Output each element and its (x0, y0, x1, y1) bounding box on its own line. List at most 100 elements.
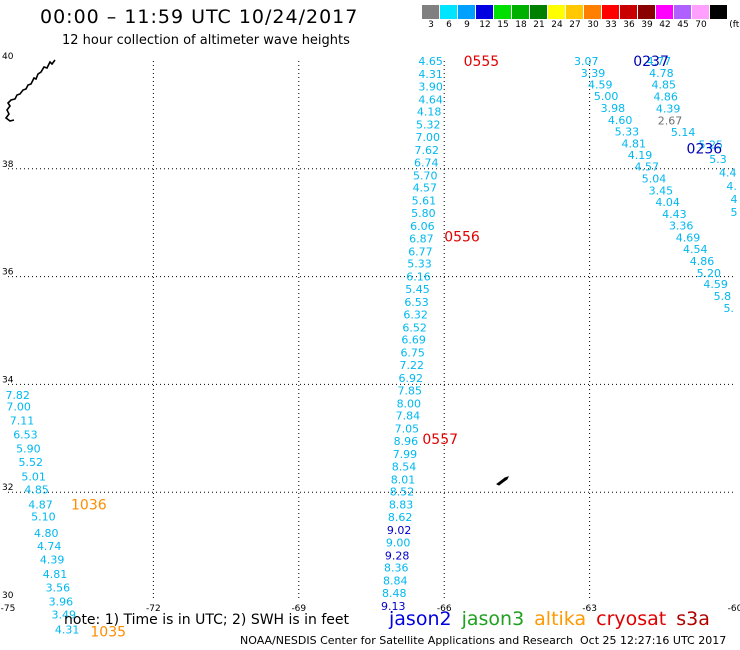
wave-height-label: 5.01 (21, 471, 46, 484)
wave-height-label: 4. (726, 180, 737, 193)
legend-swatch (494, 5, 511, 19)
legend-label: 12 (479, 20, 491, 30)
wave-height-label: 4.65 (418, 55, 443, 68)
wave-height-label: 4.59 (588, 79, 613, 92)
legend-label: 6 (446, 20, 452, 30)
wave-height-label: 4.64 (418, 93, 443, 106)
credit-line: NOAA/NESDIS Center for Satellite Applica… (240, 634, 574, 647)
wave-height-label: 4.85 (652, 79, 677, 92)
wave-height-label: 8.83 (389, 499, 414, 512)
wave-height-label: 6.06 (410, 220, 435, 233)
wave-height-label: 8.00 (397, 397, 422, 410)
wave-height-label: 7.22 (399, 359, 424, 372)
legend-label: 70 (695, 20, 707, 30)
lat-tick-label: 38 (2, 160, 14, 170)
legend-label: 27 (569, 20, 581, 30)
wave-height-label: 4.81 (43, 568, 68, 581)
satellite-jason2: jason2 (389, 608, 452, 630)
legend-swatch (566, 5, 583, 19)
wave-height-label: 4.78 (649, 67, 674, 80)
legend-label: 36 (623, 20, 635, 30)
wave-height-label: 6.75 (400, 347, 425, 360)
wave-height-label: 2.67 (658, 114, 683, 127)
wave-height-label: 3.98 (601, 102, 626, 115)
pass-time-label: 0236 (687, 141, 723, 157)
wave-height-label: 7.00 (415, 131, 440, 144)
wave-height-label: 9.02 (387, 524, 412, 537)
wave-height-label: 7.00 (6, 400, 31, 413)
wave-height-label: 4.19 (628, 149, 653, 162)
legend-swatch (512, 5, 529, 19)
wave-height-label: 4.86 (690, 255, 715, 268)
legend-swatch (530, 5, 547, 19)
legend-swatch (638, 5, 655, 19)
wave-height-label: 4.57 (413, 182, 438, 195)
wave-height-label: 5.90 (16, 443, 41, 456)
axis-tick-labels: -75 -72 -69 -66 -63 -60 30 32 34 36 38 40 (1, 52, 740, 614)
wave-height-label: 5.33 (615, 126, 640, 139)
wave-height-label: 8.84 (383, 575, 408, 588)
wave-height-label: 3.07 (574, 55, 599, 68)
wave-height-label: 8.52 (390, 486, 415, 499)
wave-height-label: 5.25 (699, 139, 724, 152)
wave-height-label: 3.56 (46, 582, 71, 595)
wave-height-label: 5.70 (413, 169, 438, 182)
lat-tick-label: 40 (2, 52, 14, 62)
wave-height-label: 5.3 (709, 153, 727, 166)
wave-height-label: 8.36 (384, 562, 409, 575)
lon-tick-label: -66 (437, 604, 452, 614)
legend-swatch (476, 5, 493, 19)
legend-label: 39 (641, 20, 653, 30)
lon-tick-label: -63 (582, 604, 597, 614)
wave-height-label: 4.31 (55, 624, 80, 637)
wave-height-label: 9.00 (386, 536, 411, 549)
satellite-altika: altika (534, 608, 587, 630)
wave-height-label: 4.57 (635, 161, 660, 174)
wave-height-label: 4.18 (417, 106, 442, 119)
wave-height-label: 5.14 (671, 126, 696, 139)
legend-label: 15 (497, 20, 509, 30)
wave-height-label: 7.11 (10, 415, 35, 428)
wave-height-label: 4.39 (656, 102, 681, 115)
wave-height-label: 6.69 (401, 334, 426, 347)
wave-height-label: 4.39 (40, 554, 65, 567)
wave-height-label: 3.96 (49, 596, 74, 609)
wave-height-label: 5.04 (642, 173, 667, 186)
legend-swatch (692, 5, 709, 19)
wave-height-label: 4.69 (676, 231, 701, 244)
wave-height-label: 5.00 (594, 90, 619, 103)
wave-height-label: 9.28 (385, 549, 410, 562)
legend-label: 18 (515, 20, 527, 30)
wave-height-label: 4.31 (418, 68, 443, 81)
pass-time-label: 1035 (90, 624, 126, 640)
wave-height-label: 6.77 (408, 245, 433, 258)
pass-time-label: 0557 (422, 432, 458, 448)
wave-height-label: 6.53 (404, 296, 429, 309)
satellite-jason3: jason3 (461, 608, 525, 630)
wave-height-label: 4.81 (621, 137, 646, 150)
coastline-north (4, 59, 56, 122)
pass-time-label: 1036 (71, 498, 107, 514)
satellite-s3a: s3a (676, 608, 710, 630)
wave-height-label: 7.84 (396, 410, 421, 423)
legend-label: 24 (551, 20, 563, 30)
wave-height-label: 8.48 (382, 587, 407, 600)
legend-unit: (ft) (729, 20, 740, 30)
legend-swatch (458, 5, 475, 19)
legend-swatch (440, 5, 457, 19)
wave-height-label: 8.54 (392, 460, 417, 473)
wave-height-label: 4.87 (28, 499, 53, 512)
pass-time-label: 0555 (464, 54, 500, 70)
legend-label: 45 (677, 20, 689, 30)
island-bermuda (496, 476, 509, 486)
wave-height-label: 3.36 (669, 219, 694, 232)
legend-swatch (602, 5, 619, 19)
wave-height-label: 6.87 (409, 232, 434, 245)
legend-swatch (422, 5, 439, 19)
coastline (4, 59, 509, 486)
map-subtitle: 12 hour collection of altimeter wave hei… (62, 33, 350, 48)
legend-swatch (548, 5, 565, 19)
wave-height-label: 4 (731, 193, 738, 206)
wave-height-label: 4.54 (683, 243, 708, 256)
